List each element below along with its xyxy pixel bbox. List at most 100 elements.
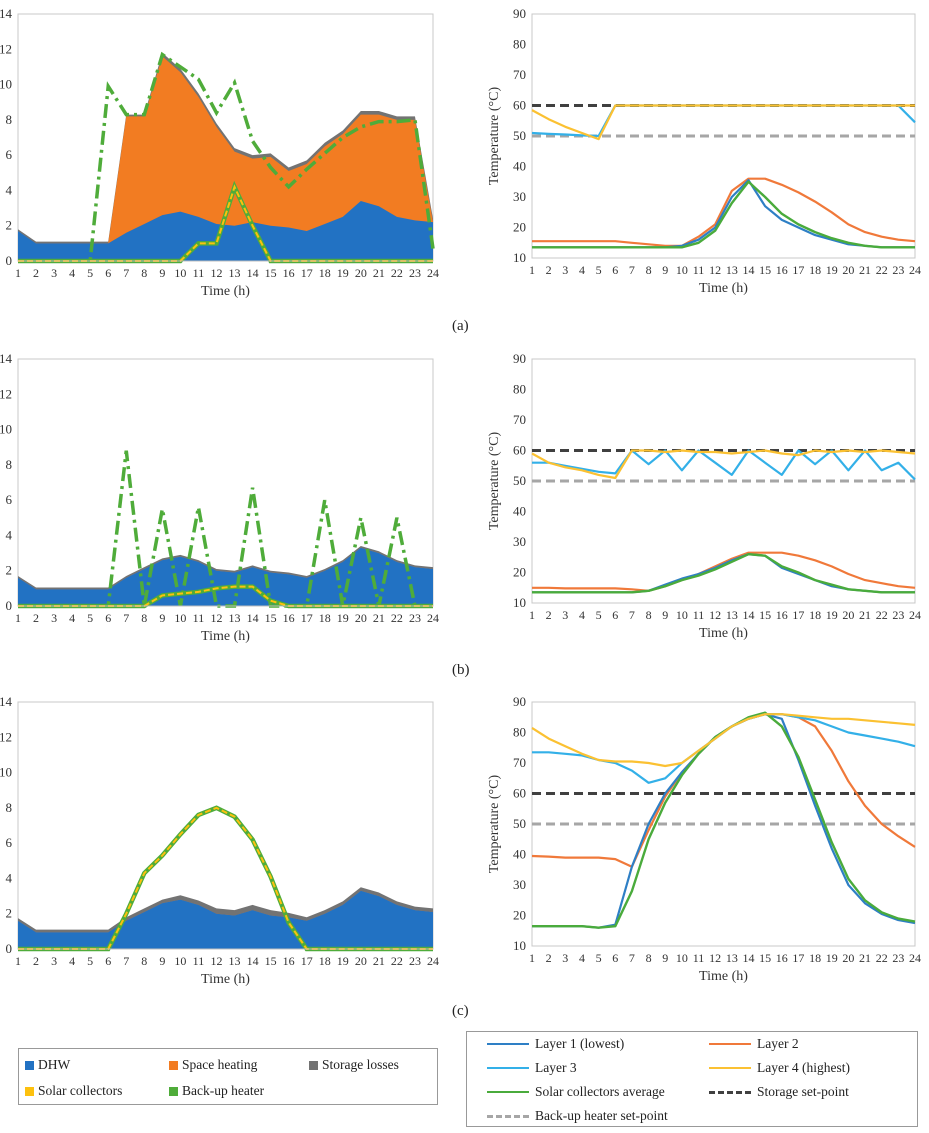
x-tick-label: 19 bbox=[337, 266, 349, 280]
x-tick-label: 11 bbox=[193, 266, 205, 280]
x-tick-label: 24 bbox=[427, 611, 439, 625]
x-tick-label: 17 bbox=[301, 266, 313, 280]
legend-item-layer4: Layer 4 (highest) bbox=[709, 1060, 850, 1076]
x-tick-label: 13 bbox=[229, 954, 241, 968]
legend-item-layer3: Layer 3 bbox=[487, 1060, 577, 1076]
backup-setpoint-line-swatch bbox=[487, 1114, 529, 1118]
x-tick-label: 22 bbox=[391, 611, 403, 625]
x-tick-label: 13 bbox=[229, 266, 241, 280]
x-tick-label: 8 bbox=[646, 608, 652, 622]
x-tick-label: 22 bbox=[876, 263, 888, 277]
x-tick-label: 15 bbox=[265, 611, 277, 625]
y-axis-title: Temperature (°C) bbox=[487, 432, 502, 531]
x-tick-label: 23 bbox=[892, 608, 904, 622]
x-axis-title: Time (h) bbox=[699, 626, 748, 641]
x-tick-label: 4 bbox=[579, 263, 585, 277]
x-tick-label: 24 bbox=[427, 954, 439, 968]
x-tick-label: 3 bbox=[562, 608, 568, 622]
x-tick-label: 9 bbox=[662, 951, 668, 965]
x-tick-label: 1 bbox=[529, 951, 535, 965]
x-tick-label: 12 bbox=[709, 263, 721, 277]
x-tick-label: 6 bbox=[612, 951, 618, 965]
x-tick-label: 10 bbox=[676, 263, 688, 277]
y-tick-label: 10 bbox=[513, 595, 526, 610]
legend-item-solar-collectors: Solar collectors bbox=[25, 1083, 122, 1099]
x-tick-label: 13 bbox=[726, 608, 738, 622]
x-tick-label: 18 bbox=[809, 951, 821, 965]
x-tick-label: 2 bbox=[33, 611, 39, 625]
layer4-line bbox=[531, 449, 916, 480]
x-tick-label: 22 bbox=[391, 954, 403, 968]
y-tick-label: 80 bbox=[513, 725, 526, 740]
x-tick-label: 23 bbox=[892, 263, 904, 277]
y-tick-label: 4 bbox=[6, 870, 13, 885]
y-tick-label: 20 bbox=[513, 565, 526, 580]
y-tick-label: 6 bbox=[6, 492, 13, 507]
y-tick-label: 4 bbox=[6, 182, 13, 197]
dhw-area bbox=[18, 890, 433, 949]
x-tick-label: 19 bbox=[826, 608, 838, 622]
y-tick-label: 2 bbox=[6, 218, 13, 233]
space-heating-swatch bbox=[169, 1060, 178, 1070]
x-tick-label: 10 bbox=[174, 266, 186, 280]
layer2-line bbox=[532, 551, 916, 592]
layer2-line bbox=[532, 177, 916, 247]
solar-collectors-line bbox=[18, 184, 433, 262]
x-tick-label: 13 bbox=[726, 951, 738, 965]
dhw-swatch bbox=[25, 1060, 34, 1070]
x-axis-title: Time (h) bbox=[201, 284, 250, 299]
x-tick-label: 14 bbox=[742, 951, 754, 965]
x-tick-label: 15 bbox=[265, 266, 277, 280]
x-tick-label: 6 bbox=[105, 954, 111, 968]
x-axis-title: Time (h) bbox=[201, 629, 250, 644]
legend-item-storage-losses: Storage losses bbox=[309, 1057, 399, 1073]
x-tick-label: 14 bbox=[247, 954, 259, 968]
y-tick-label: 14 bbox=[0, 351, 13, 366]
x-tick-label: 6 bbox=[105, 611, 111, 625]
x-tick-label: 22 bbox=[876, 951, 888, 965]
panel-label-c: (c) bbox=[452, 1003, 469, 1019]
y-tick-label: 50 bbox=[513, 816, 526, 831]
layer1-line bbox=[532, 553, 915, 594]
x-tick-label: 3 bbox=[562, 951, 568, 965]
x-tick-label: 24 bbox=[909, 608, 921, 622]
x-tick-label: 12 bbox=[210, 611, 222, 625]
layer3-line-swatch bbox=[487, 1067, 529, 1069]
x-tick-label: 4 bbox=[69, 611, 75, 625]
x-tick-label: 19 bbox=[337, 611, 349, 625]
storage-setpoint-line-swatch bbox=[709, 1090, 751, 1094]
y-tick-label: 6 bbox=[6, 835, 13, 850]
x-tick-label: 5 bbox=[87, 266, 93, 280]
y-tick-label: 8 bbox=[6, 457, 13, 472]
y-tick-label: 10 bbox=[0, 77, 12, 92]
x-tick-label: 1 bbox=[15, 611, 21, 625]
layer4-line bbox=[531, 713, 916, 768]
x-tick-label: 8 bbox=[141, 611, 147, 625]
x-tick-label: 1 bbox=[15, 954, 21, 968]
legend-label-storage-setpoint: Storage set-point bbox=[757, 1084, 849, 1099]
legend-item-dhw: DHW bbox=[25, 1057, 70, 1073]
x-tick-label: 1 bbox=[15, 266, 21, 280]
y-tick-label: 10 bbox=[513, 938, 526, 953]
y-tick-label: 4 bbox=[6, 527, 13, 542]
legend-item-backup-setpoint: Back-up heater set-point bbox=[487, 1108, 668, 1124]
legend-label-storage-losses: Storage losses bbox=[322, 1057, 399, 1072]
x-tick-label: 18 bbox=[319, 611, 331, 625]
y-tick-label: 8 bbox=[6, 800, 13, 815]
y-tick-label: 14 bbox=[0, 6, 13, 21]
x-tick-label: 17 bbox=[301, 611, 313, 625]
legend-item-layer2: Layer 2 bbox=[709, 1036, 799, 1052]
x-tick-label: 4 bbox=[579, 608, 585, 622]
y-tick-label: 0 bbox=[6, 941, 13, 956]
x-tick-label: 8 bbox=[141, 954, 147, 968]
x-tick-label: 21 bbox=[859, 608, 871, 622]
y-tick-label: 40 bbox=[513, 159, 526, 174]
x-tick-label: 9 bbox=[159, 611, 165, 625]
x-tick-label: 7 bbox=[123, 611, 129, 625]
x-tick-label: 16 bbox=[283, 954, 295, 968]
x-tick-label: 16 bbox=[776, 263, 788, 277]
y-tick-label: 70 bbox=[513, 755, 526, 770]
x-tick-label: 7 bbox=[123, 954, 129, 968]
